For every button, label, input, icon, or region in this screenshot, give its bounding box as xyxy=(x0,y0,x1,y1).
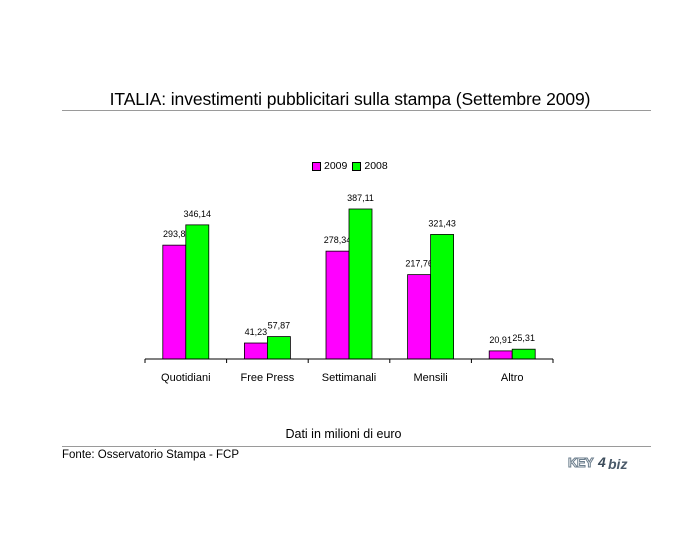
bar-2008-2 xyxy=(348,208,373,360)
data-label-2008-2: 387,11 xyxy=(347,193,374,203)
unit-note: Dati in milioni di euro xyxy=(285,427,402,441)
bar-2008-0 xyxy=(185,224,210,360)
data-label-2009-4: 20,91 xyxy=(489,335,512,345)
bar-2009-4 xyxy=(488,350,513,360)
category-label-3: Mensili xyxy=(413,372,447,384)
bar-2009-1 xyxy=(243,342,268,360)
chart-legend: 2009 2008 xyxy=(312,160,393,172)
legend-swatch-2008 xyxy=(352,161,362,171)
bottom-divider xyxy=(62,446,651,447)
data-label-2008-1: 57,87 xyxy=(268,321,291,331)
legend-swatch-2009 xyxy=(312,161,321,171)
data-label-2009-2: 278,34 xyxy=(324,235,352,245)
bar-2009-0 xyxy=(162,244,187,360)
logo-text-key: KEY xyxy=(568,455,594,470)
legend-label-2008: 2008 xyxy=(364,160,388,172)
logo-text-4: 4 xyxy=(597,454,606,470)
category-label-2: Settimanali xyxy=(322,372,376,384)
bar-2008-4 xyxy=(511,348,536,360)
legend-label-2009: 2009 xyxy=(324,160,348,172)
bar-2009-2 xyxy=(325,250,350,360)
data-label-2009-3: 217,76 xyxy=(405,259,433,269)
category-label-1: Free Press xyxy=(241,372,295,384)
key4biz-logo: KEY 4 biz xyxy=(568,454,628,472)
chart-title: ITALIA: investimenti pubblicitari sulla … xyxy=(109,89,591,109)
data-label-2008-4: 25,31 xyxy=(512,333,535,343)
bar-2008-1 xyxy=(266,336,291,360)
data-label-2009-1: 41,23 xyxy=(245,327,268,337)
data-label-2008-3: 321,43 xyxy=(428,218,456,228)
source-note: Fonte: Osservatorio Stampa - FCP xyxy=(62,449,240,461)
legend-item-2009: 2009 xyxy=(312,160,347,172)
category-label-4: Altro xyxy=(501,372,524,384)
data-label-2008-0: 346,14 xyxy=(184,209,212,219)
top-divider xyxy=(62,110,651,111)
logo-text-biz: biz xyxy=(608,456,627,472)
data-label-2009-0: 293,8 xyxy=(163,229,186,239)
bar-2008-3 xyxy=(430,234,455,360)
bar-2009-3 xyxy=(407,274,432,360)
legend-item-2008: 2008 xyxy=(352,160,388,172)
category-label-0: Quotidiani xyxy=(161,372,211,384)
